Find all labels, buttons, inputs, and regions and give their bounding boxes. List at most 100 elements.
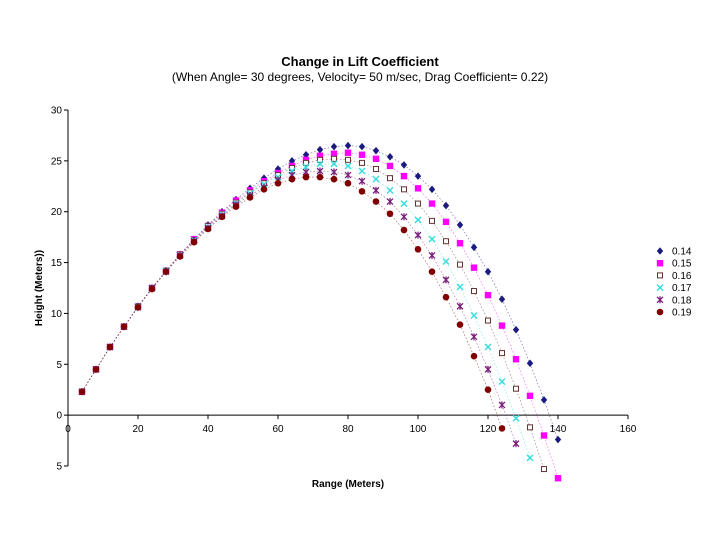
data-point-0.19 xyxy=(218,213,226,221)
data-point-0.16 xyxy=(471,288,477,295)
data-point-0.19 xyxy=(498,425,506,432)
data-point-0.18 xyxy=(344,171,352,179)
y-tick-label: 20 xyxy=(51,207,63,218)
data-point-0.14 xyxy=(330,142,338,151)
data-point-0.16 xyxy=(359,159,365,166)
data-point-0.17 xyxy=(400,200,408,208)
data-point-0.15 xyxy=(302,156,310,164)
data-point-0.14 xyxy=(400,161,408,169)
data-point-0.18 xyxy=(330,168,338,176)
x-axis-label: Range (Meters) xyxy=(312,479,384,490)
y-axis-label: Height (Meters)) xyxy=(34,250,45,326)
data-point-0.19 xyxy=(232,203,240,210)
data-point-0.15 xyxy=(484,291,492,299)
x-tick-label: 40 xyxy=(202,424,214,435)
legend-label: 0.19 xyxy=(672,308,692,319)
data-point-0.19 xyxy=(106,343,114,351)
data-point-0.19 xyxy=(316,173,324,181)
y-tick-label: 5 xyxy=(56,360,62,371)
series-line-0.19 xyxy=(81,176,503,429)
data-point-0.18 xyxy=(456,302,464,310)
data-point-0.16 xyxy=(303,159,309,166)
data-point-0.16 xyxy=(513,385,519,392)
data-point-0.16 xyxy=(485,317,491,324)
data-point-0.14 xyxy=(372,146,380,155)
data-point-0.15 xyxy=(428,200,436,207)
legend-marker-0.14 xyxy=(656,247,664,255)
data-point-0.14 xyxy=(344,141,352,150)
data-point-0.14 xyxy=(498,295,506,303)
data-point-0.15 xyxy=(330,150,338,157)
y-tick-label: 0 xyxy=(56,411,62,422)
data-point-0.15 xyxy=(386,162,394,170)
data-point-0.14 xyxy=(428,185,436,194)
data-point-0.14 xyxy=(316,145,324,154)
data-point-0.17 xyxy=(470,311,478,319)
series-line-0.16 xyxy=(81,158,545,470)
legend-label: 0.15 xyxy=(672,259,692,270)
data-point-0.15 xyxy=(414,185,422,192)
data-point-0.19 xyxy=(330,175,338,183)
data-point-0.16 xyxy=(373,165,379,172)
data-point-0.19 xyxy=(190,238,198,246)
y-tick-label: 25 xyxy=(51,156,63,167)
data-point-0.14 xyxy=(526,359,534,368)
data-point-0.17 xyxy=(498,378,506,386)
data-point-0.19 xyxy=(484,386,492,394)
legend-marker-0.18 xyxy=(656,296,664,304)
y-tick-label: 10 xyxy=(51,309,63,320)
data-point-0.18 xyxy=(428,251,436,259)
legend-marker-0.15 xyxy=(656,260,664,267)
data-point-0.15 xyxy=(540,432,548,439)
data-point-0.16 xyxy=(345,156,351,163)
x-tick-label: 0 xyxy=(65,424,71,435)
data-point-0.19 xyxy=(400,226,408,234)
data-point-0.19 xyxy=(120,323,128,330)
data-point-0.14 xyxy=(386,152,394,161)
data-point-0.19 xyxy=(372,198,380,205)
x-tick-label: 80 xyxy=(342,424,354,435)
data-point-0.19 xyxy=(288,175,296,183)
y-tick-label: 5 xyxy=(56,462,62,473)
data-point-0.19 xyxy=(162,268,170,276)
data-point-0.17 xyxy=(386,186,394,194)
data-point-0.19 xyxy=(246,194,254,201)
data-point-0.18 xyxy=(358,177,366,185)
data-point-0.19 xyxy=(456,321,464,328)
data-point-0.18 xyxy=(442,276,450,284)
data-point-0.15 xyxy=(554,475,562,482)
series-line-0.17 xyxy=(81,163,531,458)
data-point-0.19 xyxy=(302,173,310,181)
data-point-0.19 xyxy=(274,179,282,187)
legend-marker-0.19 xyxy=(656,308,664,316)
data-point-0.16 xyxy=(443,238,449,245)
data-point-0.14 xyxy=(442,201,450,210)
y-tick-label: 15 xyxy=(51,258,63,269)
data-point-0.15 xyxy=(358,151,366,158)
data-point-0.17 xyxy=(372,175,380,183)
data-point-0.18 xyxy=(372,186,380,194)
data-point-0.15 xyxy=(400,172,408,180)
data-point-0.19 xyxy=(78,388,86,396)
data-point-0.14 xyxy=(484,267,492,276)
data-point-0.16 xyxy=(415,200,421,207)
data-point-0.17 xyxy=(302,163,310,171)
y-tick-label: 30 xyxy=(51,106,63,117)
data-point-0.14 xyxy=(470,243,478,252)
data-point-0.17 xyxy=(316,160,324,168)
legend-marker-0.17 xyxy=(656,284,664,292)
data-point-0.17 xyxy=(428,235,436,243)
legend-label: 0.16 xyxy=(672,271,692,282)
data-point-0.19 xyxy=(428,268,436,276)
data-point-0.16 xyxy=(331,155,337,162)
data-point-0.16 xyxy=(499,350,505,357)
data-point-0.19 xyxy=(260,186,268,193)
data-point-0.16 xyxy=(401,186,407,193)
data-point-0.17 xyxy=(442,258,450,266)
data-point-0.19 xyxy=(204,225,212,233)
data-point-0.16 xyxy=(541,466,547,473)
data-point-0.16 xyxy=(457,261,463,268)
data-point-0.18 xyxy=(414,231,422,239)
data-point-0.17 xyxy=(358,167,366,175)
